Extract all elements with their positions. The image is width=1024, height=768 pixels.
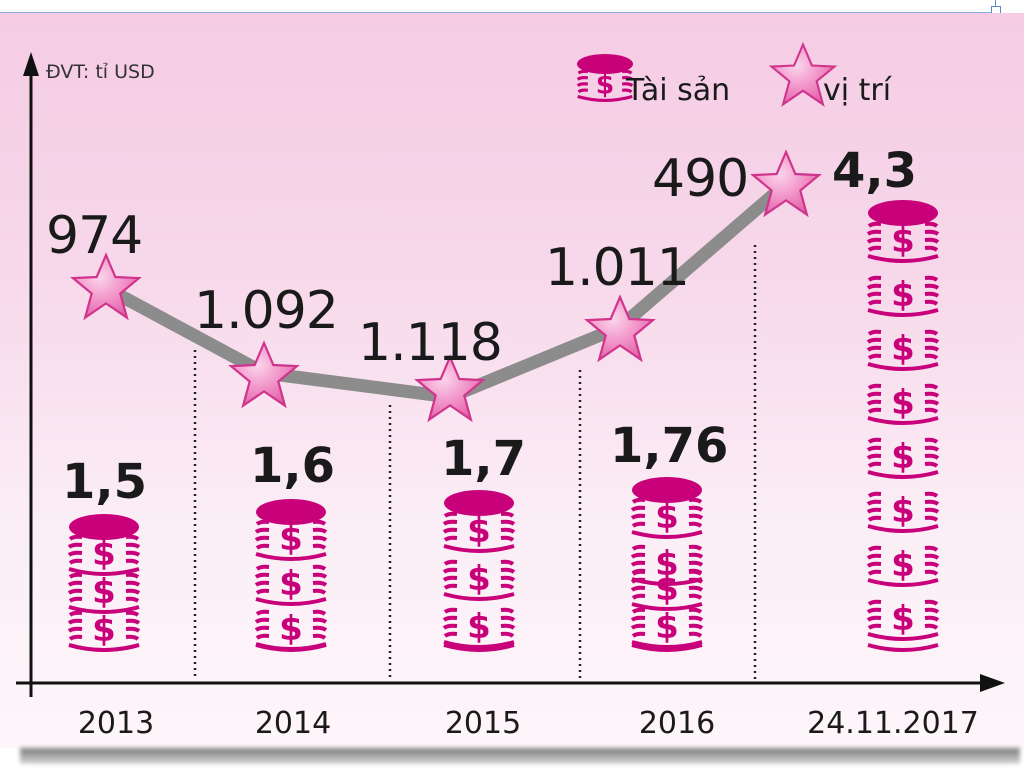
rank-value-2016: 1.011 xyxy=(545,238,689,298)
bar-2015 xyxy=(442,490,516,652)
x-tick-2017: 24.11.2017 xyxy=(807,706,979,741)
panel-shadow xyxy=(20,748,1020,764)
legend: Tài sản vị trí xyxy=(576,43,893,108)
rank-value-2013: 974 xyxy=(46,206,142,266)
asset-value-2017: 4,3 xyxy=(832,143,917,199)
x-axis xyxy=(16,674,1005,692)
asset-value-2013: 1,5 xyxy=(62,454,147,510)
bar-2017 xyxy=(866,200,940,652)
x-tick-2015: 2015 xyxy=(445,706,521,741)
asset-value-2016: 1,76 xyxy=(610,418,728,474)
asset-value-2014: 1,6 xyxy=(250,438,335,494)
resize-handle-line xyxy=(995,0,996,6)
x-tick-2016: 2016 xyxy=(639,706,715,741)
x-tick-2013: 2013 xyxy=(78,706,154,741)
rank-value-2017: 490 xyxy=(652,149,748,209)
bar-2016 xyxy=(630,477,704,652)
rank-value-2014: 1.092 xyxy=(194,281,338,341)
bar-2014 xyxy=(254,499,328,652)
y-axis xyxy=(23,52,39,697)
legend-assets-label: Tài sản xyxy=(625,73,730,108)
bar-2013 xyxy=(67,514,141,652)
x-tick-2014: 2014 xyxy=(255,706,331,741)
rank-value-2015: 1.118 xyxy=(358,313,502,373)
legend-coin-icon xyxy=(576,54,634,102)
selection-border xyxy=(0,12,997,13)
asset-value-2015: 1,7 xyxy=(441,431,526,487)
unit-label: ĐVT: tỉ USD xyxy=(46,61,155,83)
legend-rank-label: vị trí xyxy=(823,73,893,108)
rank-point-2014 xyxy=(229,341,299,407)
category-separators xyxy=(193,245,757,680)
